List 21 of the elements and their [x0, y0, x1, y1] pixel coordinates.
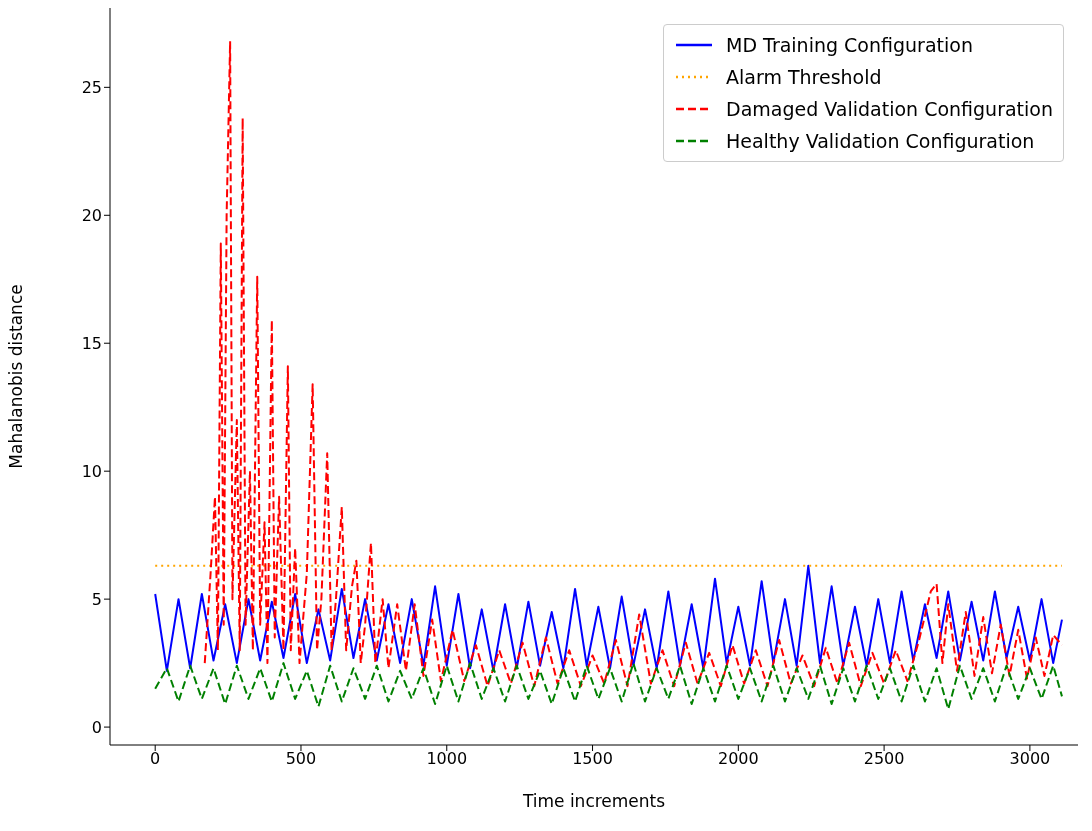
x-tick-label: 2000 [717, 749, 759, 769]
x-axis-title: Time increments [521, 791, 666, 811]
y-tick-label: 10 [81, 461, 102, 481]
y-tick-label: 0 [91, 717, 102, 737]
y-tick-label: 20 [81, 205, 102, 225]
x-tick-label: 0 [150, 749, 161, 769]
legend-label: MD Training Configuration [726, 33, 973, 58]
y-axis-title: Mahalanobis distance [6, 284, 27, 469]
y-tick-label: 15 [81, 333, 102, 353]
legend-label: Alarm Threshold [726, 65, 882, 90]
line-series [154, 564, 1063, 672]
x-tick-label: 1000 [426, 749, 468, 769]
x-tick-label: 2500 [863, 749, 905, 769]
legend-label: Healthy Validation Configuration [726, 129, 1035, 154]
x-tick-label: 3000 [1009, 749, 1051, 769]
legend-label: Damaged Validation Configuration [726, 97, 1053, 122]
x-tick-label: 1500 [572, 749, 613, 769]
y-tick-label: 25 [81, 78, 102, 98]
y-tick-label: 5 [91, 589, 102, 609]
line-series [154, 662, 1063, 711]
x-tick-label: 500 [285, 749, 317, 769]
